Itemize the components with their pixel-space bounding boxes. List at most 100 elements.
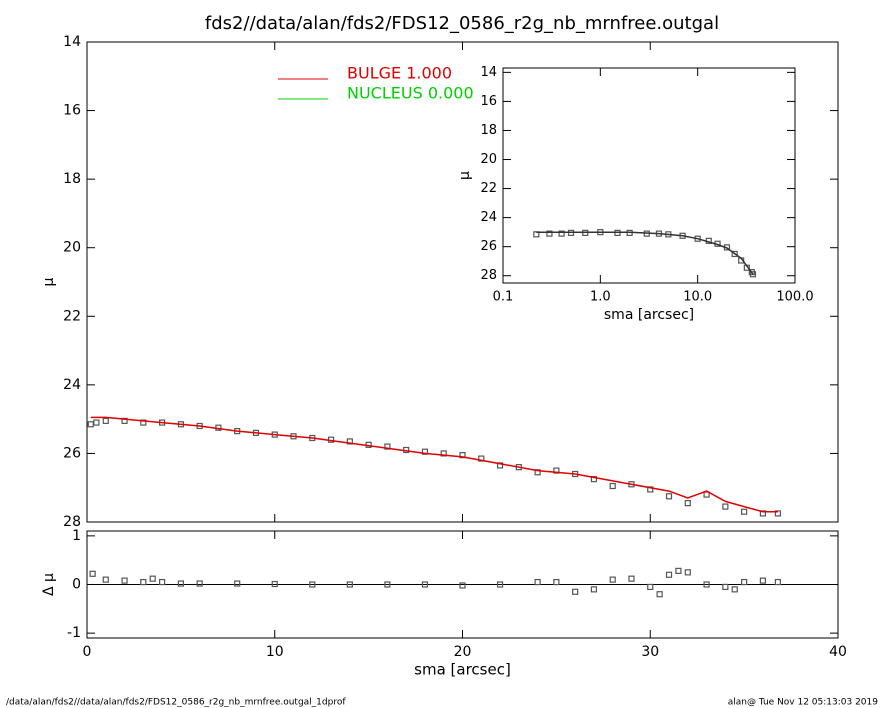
y-axis-label: μ xyxy=(457,171,473,180)
data-point xyxy=(149,575,156,582)
x-tick-label: 10.0 xyxy=(683,290,712,305)
data-point xyxy=(749,271,757,278)
model-line xyxy=(536,231,754,275)
figure-title: fds2//data/alan/fds2/FDS12_0586_r2g_nb_m… xyxy=(205,13,719,34)
legend-label: BULGE 1.000 xyxy=(347,64,452,83)
x-tick-label: 40 xyxy=(829,644,847,660)
data-point xyxy=(159,578,166,586)
y-tick-label: 24 xyxy=(480,210,497,225)
y-tick-label: 28 xyxy=(63,514,81,530)
data-point xyxy=(741,578,748,586)
x-tick-label: 0.1 xyxy=(493,290,514,305)
data-point xyxy=(459,582,466,589)
data-point xyxy=(346,438,353,445)
data-point xyxy=(384,581,391,588)
y-tick-label: 22 xyxy=(63,308,81,324)
data-point xyxy=(731,586,738,593)
model-line xyxy=(90,416,778,513)
data-point xyxy=(87,421,94,428)
data-point xyxy=(553,467,560,474)
y-tick-label: 1 xyxy=(72,528,81,544)
x-tick-label: 20 xyxy=(454,644,472,660)
data-point xyxy=(440,450,447,457)
data-point xyxy=(703,491,710,498)
data-point xyxy=(590,586,598,593)
data-point xyxy=(421,581,429,588)
data-point xyxy=(234,580,241,587)
data-point xyxy=(534,469,541,476)
x-tick-label: 0 xyxy=(83,644,92,660)
x-tick-label: 100.0 xyxy=(776,290,813,305)
data-point xyxy=(102,576,109,583)
data-point xyxy=(741,508,748,515)
data-point xyxy=(177,580,184,587)
footer-right: alan@ Tue Nov 12 05:13:03 2019 xyxy=(728,698,879,708)
data-point xyxy=(546,230,553,237)
data-point xyxy=(665,571,673,578)
y-tick-label: 22 xyxy=(480,181,497,196)
y-tick-label: 18 xyxy=(63,171,81,187)
legend-label: NUCLEUS 0.000 xyxy=(347,84,474,103)
plot-frame xyxy=(502,67,796,284)
data-point xyxy=(684,569,691,576)
y-tick-label: 28 xyxy=(480,268,497,283)
data-point xyxy=(478,455,485,462)
data-point xyxy=(309,581,316,588)
data-point xyxy=(684,500,691,507)
y-tick-label: 20 xyxy=(480,152,497,167)
data-point xyxy=(665,493,673,500)
footer-left: /data/alan/fds2//data/alan/fds2/FDS12_05… xyxy=(6,698,346,708)
data-point xyxy=(722,583,729,591)
data-point xyxy=(731,250,738,258)
data-point xyxy=(196,580,203,587)
x-axis-label: sma [arcsec] xyxy=(414,661,511,679)
y-tick-label: 24 xyxy=(63,377,81,393)
y-axis-label: Δ μ xyxy=(41,573,57,596)
y-tick-label: 14 xyxy=(63,34,81,50)
y-tick-label: 14 xyxy=(480,65,497,80)
x-axis-label: sma [arcsec] xyxy=(604,307,694,323)
y-tick-label: 26 xyxy=(480,239,497,254)
data-point xyxy=(346,581,353,588)
y-tick-label: 16 xyxy=(63,103,81,119)
data-point xyxy=(759,577,767,584)
data-point xyxy=(421,448,429,455)
data-point xyxy=(102,417,109,424)
data-point xyxy=(93,419,100,426)
x-tick-label: 1.0 xyxy=(590,290,611,305)
data-point xyxy=(647,583,654,591)
y-tick-label: 0 xyxy=(72,577,81,593)
data-point xyxy=(609,576,616,583)
x-tick-label: 10 xyxy=(266,644,284,660)
inset-background xyxy=(503,68,795,283)
data-point xyxy=(722,503,729,510)
data-point xyxy=(140,419,147,426)
x-tick-label: 30 xyxy=(641,644,659,660)
data-point xyxy=(384,443,391,450)
data-point xyxy=(89,570,96,577)
y-axis-label: μ xyxy=(41,277,57,286)
data-point xyxy=(609,482,616,490)
data-point xyxy=(774,510,782,517)
data-point xyxy=(121,577,128,584)
data-point xyxy=(774,578,782,586)
data-point xyxy=(496,581,504,588)
data-point xyxy=(590,476,598,483)
y-tick-label: 26 xyxy=(63,445,81,461)
data-point xyxy=(534,578,541,586)
data-point xyxy=(271,580,278,588)
y-tick-label: 18 xyxy=(480,123,497,138)
data-point xyxy=(656,591,663,598)
y-tick-label: 20 xyxy=(63,240,81,256)
data-point xyxy=(496,462,504,469)
data-point xyxy=(628,575,635,582)
data-point xyxy=(703,581,710,588)
data-point xyxy=(558,230,565,237)
data-point xyxy=(675,567,682,574)
y-tick-label: 16 xyxy=(480,94,497,109)
data-point xyxy=(553,578,560,586)
data-point xyxy=(647,486,654,493)
data-point xyxy=(572,588,579,595)
y-tick-label: -1 xyxy=(67,625,81,641)
